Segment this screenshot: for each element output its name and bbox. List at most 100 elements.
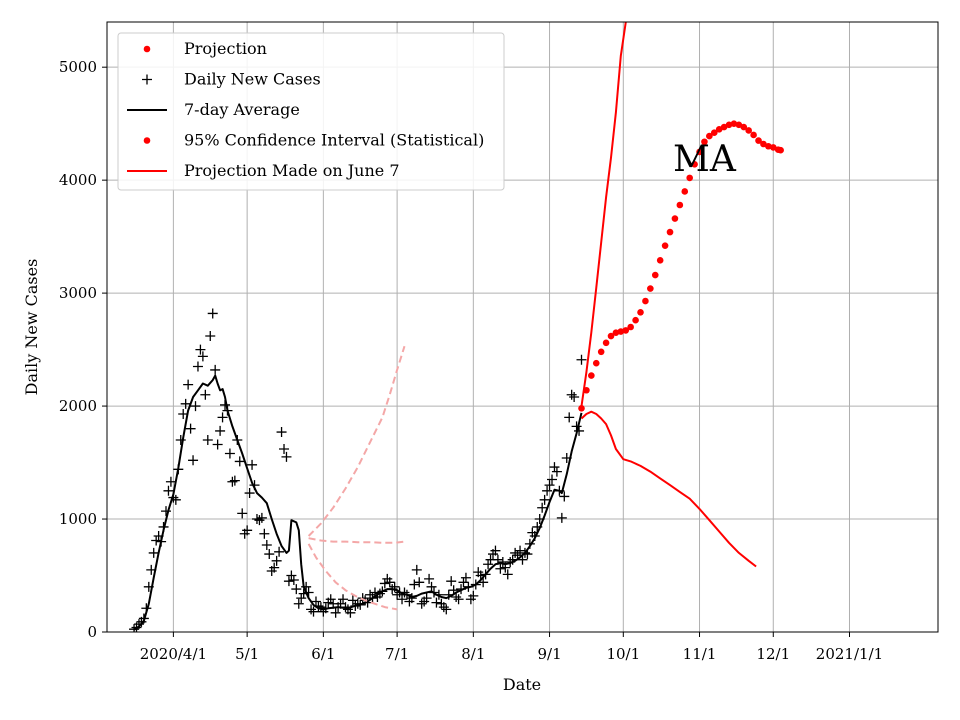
daily-case-marker	[551, 466, 562, 477]
legend-plus-icon	[142, 74, 152, 85]
daily-case-marker	[192, 361, 203, 372]
daily-case-marker	[490, 545, 501, 556]
daily-case-marker	[483, 559, 494, 570]
daily-case-marker	[151, 535, 162, 546]
daily-case-marker	[200, 389, 211, 400]
projection-point	[710, 129, 718, 137]
projection-point	[671, 215, 679, 222]
projection-point	[656, 257, 664, 264]
daily-case-marker	[414, 577, 425, 588]
daily-case-marker	[224, 448, 235, 459]
projection-point	[715, 126, 723, 133]
daily-case-marker	[210, 364, 221, 375]
projection-point	[696, 148, 703, 156]
projection-point	[588, 372, 595, 379]
projection-point	[725, 121, 733, 129]
x-tick-label: 2020/4/1	[140, 645, 207, 663]
plot-area	[129, 22, 784, 632]
daily-case-marker	[190, 401, 201, 412]
daily-case-marker	[409, 579, 420, 590]
x-tick-label: 11/1	[683, 645, 717, 663]
95-confidence-interval-statistical-middle-line	[308, 537, 405, 544]
daily-case-marker	[229, 475, 240, 486]
daily-case-marker	[345, 607, 356, 618]
daily-case-marker	[202, 434, 213, 445]
legend-box	[117, 32, 505, 191]
y-axis-label: Daily New Cases	[22, 259, 41, 396]
legend-label: Projection	[184, 39, 267, 58]
daily-case-marker	[269, 562, 280, 573]
daily-case-marker	[406, 593, 417, 604]
daily-case-marker	[306, 604, 317, 615]
projection-point	[777, 146, 784, 154]
projection-point	[691, 161, 698, 168]
daily-case-marker	[537, 502, 548, 513]
daily-case-marker	[556, 512, 567, 523]
legend: Projection Daily New Cases 7-day Average 95…	[117, 32, 505, 191]
y-tick-label: 5000	[59, 58, 97, 76]
projection-point	[578, 405, 585, 412]
daily-case-marker	[441, 604, 452, 615]
daily-case-marker	[237, 508, 248, 519]
projection-point	[676, 201, 684, 209]
legend-label: Daily New Cases	[184, 70, 321, 89]
daily-case-marker	[296, 593, 307, 604]
daily-case-marker	[478, 577, 489, 588]
daily-case-marker	[574, 425, 585, 436]
daily-case-marker	[256, 512, 267, 523]
daily-case-marker	[234, 456, 245, 467]
projection-point	[661, 242, 669, 249]
x-tick-label: 12/1	[756, 645, 790, 663]
daily-case-marker	[539, 494, 550, 505]
projection-point	[592, 359, 600, 367]
projection-point	[647, 285, 654, 292]
daily-case-marker	[502, 569, 513, 580]
daily-case-marker	[453, 594, 464, 605]
daily-case-marker	[325, 594, 336, 605]
daily-case-marker	[197, 351, 208, 362]
daily-case-marker	[460, 572, 471, 583]
projection-point	[612, 329, 620, 336]
daily-case-marker	[426, 581, 437, 592]
projection-point	[622, 327, 630, 334]
daily-case-marker	[569, 392, 580, 403]
95-confidence-interval-statistical-upper-line	[307, 345, 406, 537]
projection-point	[765, 142, 772, 150]
daily-case-marker	[180, 398, 191, 409]
daily-case-marker	[379, 578, 390, 589]
projection-point	[760, 140, 767, 148]
legend-label: Projection Made on June 7	[184, 161, 400, 180]
daily-case-marker	[247, 459, 258, 470]
legend-label: 7-day Average	[184, 100, 300, 119]
daily-case-marker	[310, 596, 321, 607]
daily-case-marker	[217, 412, 228, 423]
daily-case-marker	[259, 528, 270, 539]
daily-case-marker	[495, 563, 506, 574]
daily-case-marker	[515, 545, 526, 556]
daily-case-marker	[421, 593, 432, 604]
projection-made-on-june-7-line	[580, 22, 627, 407]
daily-case-marker	[559, 491, 570, 502]
daily-case-marker	[227, 476, 238, 487]
legend-dot-icon	[143, 137, 151, 144]
y-tick-label: 1000	[59, 510, 97, 528]
x-tick-label: 2021/1/1	[816, 645, 883, 663]
daily-case-marker	[244, 488, 255, 499]
daily-case-marker	[188, 455, 199, 466]
projection-point	[755, 137, 762, 144]
daily-case-marker	[288, 575, 299, 586]
projection-point	[769, 144, 777, 151]
projection-point	[597, 348, 605, 356]
daily-case-marker	[195, 344, 206, 355]
7-day-average-line	[133, 374, 583, 631]
daily-case-marker	[416, 598, 427, 609]
daily-case-marker	[566, 389, 577, 400]
daily-case-marker	[207, 308, 218, 319]
daily-case-marker	[163, 485, 174, 496]
daily-case-marker	[424, 573, 435, 584]
daily-case-marker	[161, 506, 172, 517]
projection-point	[686, 174, 693, 182]
daily-case-marker	[446, 576, 457, 587]
x-tick-label: 6/1	[311, 645, 335, 663]
